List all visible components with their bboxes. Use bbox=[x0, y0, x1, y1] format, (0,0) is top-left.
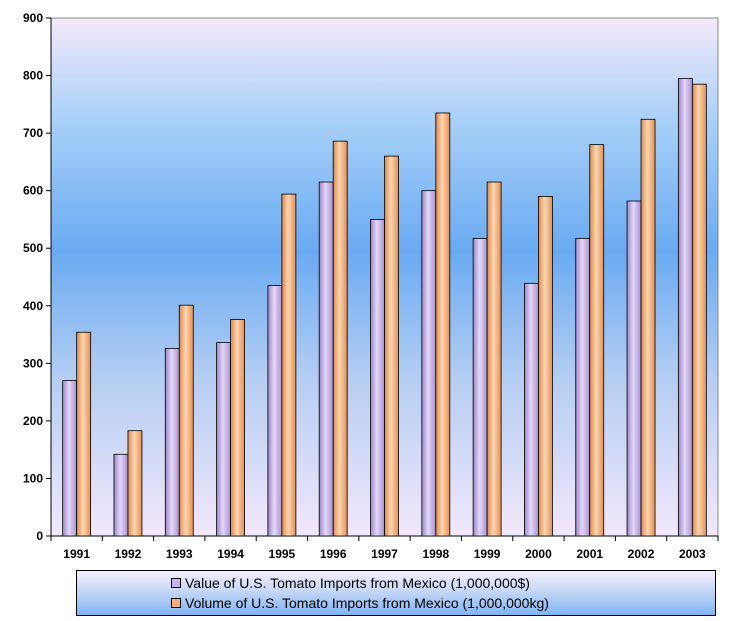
bar-value-2000 bbox=[524, 282, 539, 537]
y-tick-label: 600 bbox=[23, 184, 43, 198]
bar-value-2001 bbox=[575, 238, 591, 537]
x-tick-label: 1998 bbox=[422, 547, 449, 561]
bar-value-2003 bbox=[677, 78, 693, 537]
bar-value-2002 bbox=[626, 200, 642, 537]
x-tick-label: 2002 bbox=[628, 547, 655, 561]
bar-volume-2002 bbox=[640, 118, 656, 537]
x-tick-label: 1999 bbox=[474, 547, 501, 561]
bar-volume-1996 bbox=[332, 140, 348, 537]
y-tick-label: 200 bbox=[23, 414, 43, 428]
bar-value-1997 bbox=[370, 219, 385, 537]
x-tick-label: 2003 bbox=[679, 547, 706, 561]
y-tick-label: 400 bbox=[23, 299, 43, 313]
y-tick-label: 800 bbox=[23, 69, 43, 83]
y-tick-label: 100 bbox=[23, 471, 43, 485]
legend-swatch-volume bbox=[171, 598, 181, 608]
bar-value-1998 bbox=[421, 190, 437, 537]
bar-value-1995 bbox=[267, 285, 283, 537]
bar-value-1991 bbox=[62, 380, 78, 537]
bars bbox=[62, 78, 707, 537]
legend-item-volume: Volume of U.S. Tomato Imports from Mexic… bbox=[171, 594, 549, 612]
x-tick-label: 1997 bbox=[371, 547, 398, 561]
x-tick-label: 2000 bbox=[525, 547, 552, 561]
tick-labels: 0 100 200 300 400 500 600 700 800 900 1991 1992 1993… bbox=[23, 11, 706, 561]
bar-value-1999 bbox=[472, 238, 488, 537]
y-tick-label: 700 bbox=[23, 126, 43, 140]
chart: 0 100 200 300 400 500 600 700 800 900 1991 1992 1993… bbox=[23, 11, 719, 561]
bar-volume-1991 bbox=[76, 331, 92, 537]
legend-label-value: Value of U.S. Tomato Imports from Mexico… bbox=[185, 575, 530, 591]
bar-value-1992 bbox=[113, 453, 129, 537]
bar-value-1994 bbox=[216, 342, 231, 537]
y-tick-label: 500 bbox=[23, 241, 43, 255]
bar-volume-1999 bbox=[486, 181, 502, 537]
x-tick-label: 1993 bbox=[166, 547, 193, 561]
legend-item-value: Value of U.S. Tomato Imports from Mexico… bbox=[171, 574, 530, 592]
bar-volume-1998 bbox=[435, 112, 451, 537]
x-tick-label: 1996 bbox=[320, 547, 347, 561]
legend-swatch-value bbox=[171, 578, 181, 588]
legend-label-volume: Volume of U.S. Tomato Imports from Mexic… bbox=[185, 595, 549, 611]
bar-value-1996 bbox=[318, 181, 334, 537]
x-tick-label: 1995 bbox=[269, 547, 296, 561]
bar-volume-1995 bbox=[281, 193, 297, 537]
bar-volume-1993 bbox=[178, 304, 194, 537]
bar-volume-2001 bbox=[589, 144, 605, 537]
x-tick-label: 1994 bbox=[217, 547, 244, 561]
y-tick-label: 300 bbox=[23, 356, 43, 370]
x-tick-label: 1992 bbox=[115, 547, 142, 561]
bar-volume-1994 bbox=[230, 319, 245, 537]
x-tick-label: 1991 bbox=[63, 547, 90, 561]
bar-volume-2003 bbox=[691, 83, 707, 537]
bar-volume-2000 bbox=[538, 196, 553, 537]
bar-volume-1997 bbox=[384, 155, 399, 537]
bar-volume-1992 bbox=[127, 430, 143, 537]
y-tick-label: 0 bbox=[36, 529, 43, 543]
y-tick-label: 900 bbox=[23, 11, 43, 25]
bar-value-1993 bbox=[164, 347, 180, 537]
x-tick-label: 2001 bbox=[576, 547, 603, 561]
legend: Value of U.S. Tomato Imports from Mexico… bbox=[76, 570, 716, 616]
